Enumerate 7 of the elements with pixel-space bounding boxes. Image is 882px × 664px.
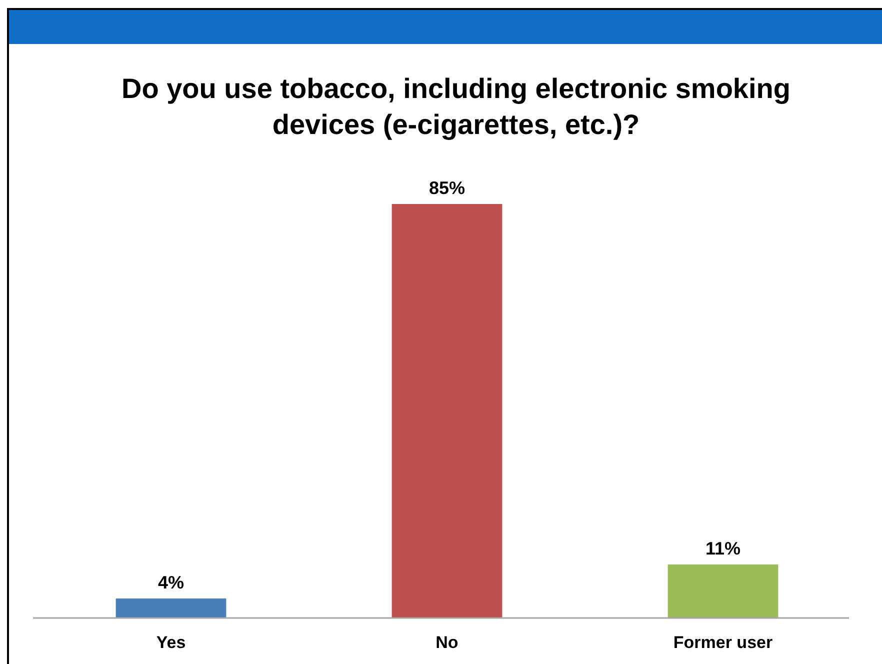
x-tick-label: Yes	[156, 633, 186, 652]
x-tick-label: No	[436, 633, 458, 652]
x-tick-label: Former user	[673, 633, 773, 652]
data-label: 85%	[428, 178, 466, 198]
data-label: 4%	[158, 572, 184, 593]
chart-title: Do you use tobacco, including electronic smoking devices (e-cigarettes, etc.)?	[122, 73, 790, 140]
data-label: 11%	[705, 538, 741, 558]
